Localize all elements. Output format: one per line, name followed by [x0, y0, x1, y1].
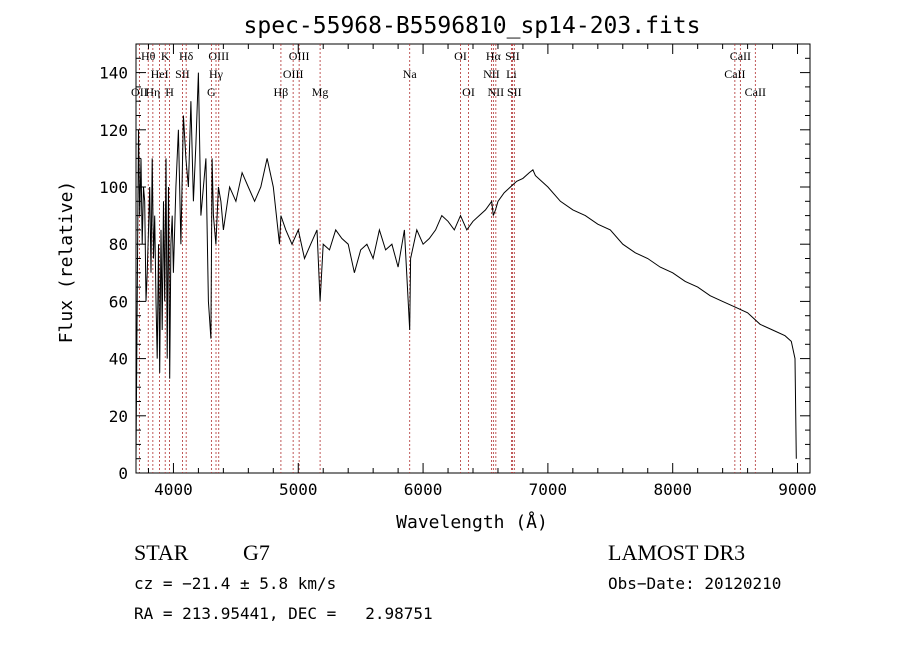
x-tick-label: 7000: [529, 480, 568, 499]
line-label: Hη: [145, 85, 160, 99]
y-tick-label: 120: [99, 121, 128, 140]
x-tick-label: 8000: [653, 480, 692, 499]
line-label: CaII: [724, 67, 745, 81]
line-label: Na: [403, 67, 418, 81]
emission-line-markers: [138, 44, 756, 473]
line-label: NII: [483, 67, 500, 81]
y-axis: 0 20 40 60 80 100 120 140: [99, 57, 810, 483]
y-tick-label: 140: [99, 64, 128, 83]
line-label: OIII: [283, 67, 304, 81]
line-label: OI: [454, 49, 467, 63]
object-class: STAR: [134, 540, 189, 565]
object-subclass: G7: [243, 540, 270, 565]
y-tick-label: 60: [109, 292, 128, 311]
redshift-velocity: cz = −21.4 ± 5.8 km/s: [134, 574, 337, 593]
line-label: OII: [131, 85, 148, 99]
line-label: Hθ: [141, 49, 156, 63]
line-label: Hα: [486, 49, 502, 63]
y-tick-label: 80: [109, 235, 128, 254]
line-label: H: [165, 85, 174, 99]
spectrum-series-line: [135, 72, 797, 459]
x-tick-label: 6000: [404, 480, 443, 499]
sky-coordinates: RA = 213.95441, DEC = 2.98751: [134, 604, 433, 623]
line-label: SII: [507, 85, 522, 99]
line-label: SII: [505, 49, 520, 63]
observation-date: Obs−Date: 20120210: [608, 574, 782, 593]
chart-title: spec-55968-B5596810_sp14-203.fits: [244, 13, 701, 39]
line-label: HeI: [151, 67, 169, 81]
x-tick-label: 4000: [154, 480, 193, 499]
plot-frame: [135, 43, 811, 474]
line-label: OI: [462, 85, 475, 99]
line-label: CaII: [730, 49, 751, 63]
line-label: Mg: [312, 85, 329, 99]
x-axis-label: Wavelength (Å): [396, 511, 548, 533]
y-tick-label: 100: [99, 178, 128, 197]
y-tick-label: 40: [109, 350, 128, 369]
line-label: K: [161, 49, 170, 63]
line-label: Hδ: [179, 49, 194, 63]
line-label: Hγ: [209, 67, 224, 81]
x-tick-label: 5000: [279, 480, 318, 499]
line-label: SII: [175, 67, 190, 81]
line-label: OIII: [289, 49, 310, 63]
y-tick-label: 0: [118, 464, 128, 483]
line-label: NII: [488, 85, 505, 99]
emission-line-labels: OIIHθHηHeIKSIIHHδGHγOIIIHβOIIIOIIIMgNaOI…: [131, 49, 766, 99]
y-tick-label: 20: [109, 407, 128, 426]
line-label: CaII: [745, 85, 766, 99]
line-label: OIII: [208, 49, 229, 63]
x-axis: 4000 5000 6000 7000 8000 9000: [147, 44, 817, 499]
survey-name: LAMOST DR3: [608, 540, 746, 565]
y-axis-label: Flux (relative): [56, 181, 77, 344]
line-label: Li: [506, 67, 517, 81]
line-label: Hβ: [274, 85, 289, 99]
x-tick-label: 9000: [778, 480, 817, 499]
line-label: G: [207, 85, 216, 99]
